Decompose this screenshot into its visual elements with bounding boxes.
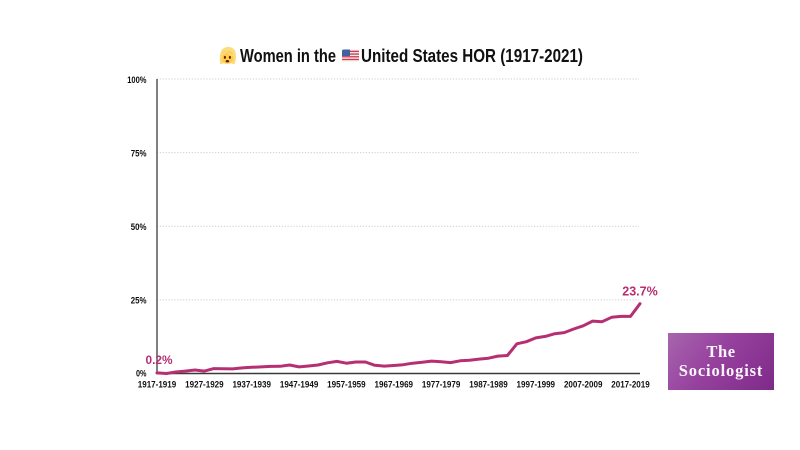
svg-text:1987-1989: 1987-1989: [469, 380, 508, 390]
svg-text:United States HOR (1917-2021): United States HOR (1917-2021): [361, 45, 583, 66]
svg-text:100%: 100%: [127, 75, 146, 85]
svg-text:0%: 0%: [136, 368, 147, 378]
svg-text:23.7%: 23.7%: [622, 285, 658, 299]
svg-text:25%: 25%: [131, 295, 147, 305]
svg-text:1917-1919: 1917-1919: [138, 380, 177, 390]
svg-text:2017-2019: 2017-2019: [611, 380, 650, 390]
svg-text:1947-1949: 1947-1949: [280, 380, 319, 390]
svg-text:1927-1929: 1927-1929: [185, 380, 224, 390]
svg-text:50%: 50%: [131, 222, 147, 232]
svg-text:1937-1939: 1937-1939: [232, 380, 271, 390]
svg-text:1997-1999: 1997-1999: [517, 380, 556, 390]
svg-text:1967-1969: 1967-1969: [375, 380, 414, 390]
svg-text:75%: 75%: [131, 148, 147, 158]
svg-text:1977-1979: 1977-1979: [422, 380, 461, 390]
svg-text:1957-1959: 1957-1959: [327, 380, 366, 390]
svg-text:Women in the: Women in the: [240, 45, 336, 66]
svg-text:0.2%: 0.2%: [146, 353, 173, 367]
svg-text:2007-2009: 2007-2009: [564, 380, 603, 390]
